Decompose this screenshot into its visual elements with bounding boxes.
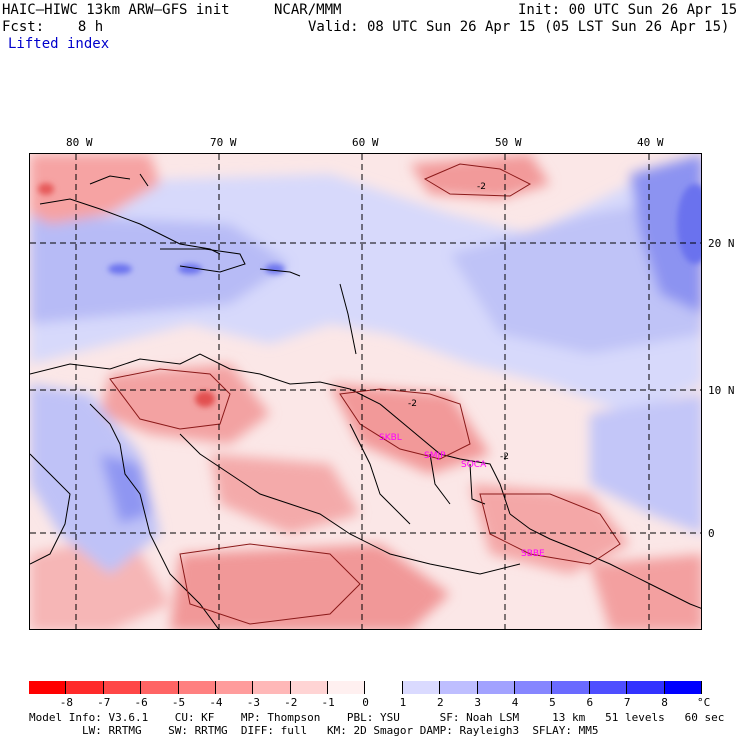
colorbar-tick-label: -4 (209, 696, 223, 709)
colorbar-segment (365, 681, 403, 694)
colorbar-tick-label: -3 (246, 696, 260, 709)
colorbar-tick-label: -5 (171, 696, 186, 709)
station-smjp: SMJP (424, 451, 446, 461)
colorbar-segment (66, 681, 104, 694)
lat-label-20n: 20 N (708, 237, 735, 250)
colorbar-tick-label: -7 (97, 696, 111, 709)
colorbar-tick-label: 3 (474, 696, 481, 709)
org-label: NCAR/MMM (274, 2, 342, 18)
lon-label-40w: 40 W (637, 136, 664, 149)
lat-label-10n: 10 N (708, 384, 735, 397)
colorbar-tick-label: 7 (623, 696, 631, 709)
lifted-index-map: SKBL SMJP SOCA SBBE -2 -2 -2 (29, 153, 702, 630)
colorbar-segment (103, 681, 142, 694)
colorbar-segment (477, 681, 516, 694)
valid-time: Valid: 08 UTC Sun 26 Apr 15 (05 LST Sun … (308, 19, 730, 35)
colorbar-segment (664, 681, 702, 694)
colorbar-segment (290, 681, 329, 694)
colorbar-tick-label: 5 (549, 696, 556, 709)
colorbar-tick-label: 6 (586, 696, 594, 709)
station-skbl: SKBL (379, 433, 402, 443)
coastlines (30, 173, 701, 629)
station-sbbe: SBBE (521, 549, 545, 559)
station-soca: SOCA (461, 460, 487, 470)
colorbar-tick-label: -8 (59, 696, 73, 709)
colorbar-segment (29, 681, 67, 694)
strong-cells (38, 183, 701, 407)
lat-label-0: 0 (708, 527, 715, 540)
instability-shading (30, 154, 701, 629)
model-info-line1: Model Info: V3.6.1 CU: KF MP: Thompson P… (29, 711, 725, 724)
colorbar-tick-label: -2 (284, 696, 298, 709)
colorbar-segment (589, 681, 628, 694)
colorbar-tick-label: -1 (321, 696, 335, 709)
model-info-line2: LW: RRTMG SW: RRTMG DIFF: full KM: 2D Sm… (29, 724, 599, 737)
forecast-hour: Fcst: 8 h (2, 19, 104, 35)
lon-label-60w: 60 W (352, 136, 379, 149)
init-time: Init: 00 UTC Sun 26 Apr 15 (518, 2, 738, 18)
colorbar-segment (440, 681, 478, 694)
colorbar-tick-label: 0 (362, 696, 369, 709)
contour-label: -2 (477, 182, 486, 192)
lon-label-50w: 50 W (495, 136, 522, 149)
colorbar-tick-label: -6 (134, 696, 148, 709)
contour-label: -2 (500, 452, 509, 462)
colorbar (29, 681, 702, 694)
graticule (30, 154, 701, 629)
model-title: HAIC–HIWC 13km ARW–GFS init (2, 2, 230, 18)
map-canvas (30, 154, 701, 629)
colorbar-unit: °C (697, 696, 711, 709)
colorbar-tick-label: 4 (511, 696, 519, 709)
contour-label: -2 (408, 399, 417, 409)
lon-label-80w: 80 W (66, 136, 93, 149)
colorbar-tick-label: 2 (436, 696, 444, 709)
colorbar-tick-label: 1 (399, 696, 407, 709)
colorbar-tick-label: 8 (661, 696, 668, 709)
colorbar-segment (215, 681, 254, 694)
colorbar-segment (328, 681, 366, 694)
colorbar-segment (627, 681, 665, 694)
colorbar-segment (402, 681, 441, 694)
colorbar-segment (141, 681, 179, 694)
contour-lines (109, 163, 621, 625)
colorbar-segment (178, 681, 216, 694)
colorbar-segment (552, 681, 590, 694)
field-name: Lifted index (8, 36, 110, 52)
colorbar-segment (253, 681, 291, 694)
colorbar-segment (515, 681, 553, 694)
lon-label-70w: 70 W (210, 136, 237, 149)
